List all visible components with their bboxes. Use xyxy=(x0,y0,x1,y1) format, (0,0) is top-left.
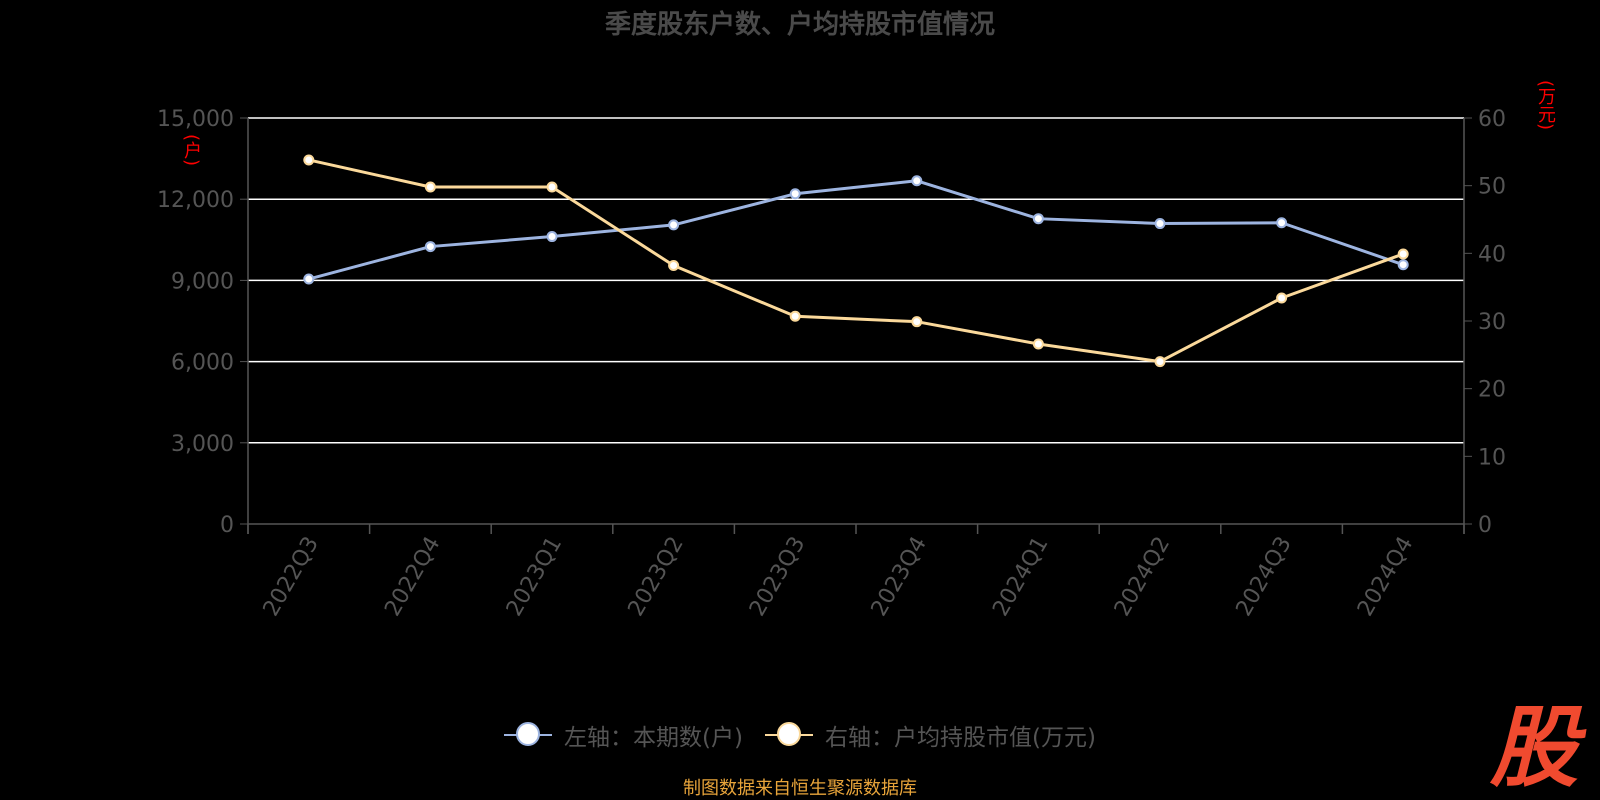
right-axis-tick-label: 20 xyxy=(1478,378,1506,403)
legend-marker-icon xyxy=(765,722,813,748)
chart-legend: 左轴：本期数(户) 右轴：户均持股市值(万元) xyxy=(0,718,1600,752)
left-axis-tick-label: 6,000 xyxy=(171,351,234,376)
brand-logo: 股 xyxy=(1490,696,1579,799)
data-point xyxy=(1154,356,1166,368)
x-axis-tick-label: 2023Q1 xyxy=(502,533,567,621)
data-point xyxy=(303,154,315,166)
x-axis-tick-label: 2023Q4 xyxy=(867,533,932,621)
right-axis-tick-label: 40 xyxy=(1478,242,1506,267)
x-axis-tick-label: 2023Q3 xyxy=(745,533,810,621)
data-point xyxy=(424,181,436,193)
right-axis-unit: (万元) xyxy=(1535,80,1556,131)
x-axis-tick-label: 2024Q2 xyxy=(1110,533,1175,621)
left-axis-tick-label: 3,000 xyxy=(171,432,234,457)
left-axis-tick-label: 15,000 xyxy=(157,107,234,132)
left-axis-unit: (户) xyxy=(181,134,202,167)
x-axis-tick-label: 2022Q4 xyxy=(380,533,445,621)
x-axis-tick-label: 2023Q2 xyxy=(623,533,688,621)
legend-item-series-2[interactable]: 右轴：户均持股市值(万元) xyxy=(765,718,1096,752)
x-axis-tick-label: 2022Q3 xyxy=(259,533,324,621)
legend-label: 左轴：本期数(户) xyxy=(564,725,743,751)
data-point xyxy=(546,181,558,193)
x-axis-tick-label: 2024Q4 xyxy=(1353,533,1418,621)
data-point xyxy=(1276,217,1288,229)
right-axis-tick-label: 60 xyxy=(1478,107,1506,132)
right-axis-tick-label: 30 xyxy=(1478,310,1506,335)
legend-label: 右轴：户均持股市值(万元) xyxy=(825,725,1096,751)
right-axis-tick-label: 0 xyxy=(1478,513,1492,538)
left-axis-tick-label: 0 xyxy=(220,513,234,538)
data-point xyxy=(911,316,923,328)
left-axis-tick-label: 9,000 xyxy=(171,269,234,294)
x-axis-tick-label: 2024Q1 xyxy=(988,533,1053,621)
right-axis-tick-label: 50 xyxy=(1478,175,1506,200)
data-point xyxy=(789,188,801,200)
x-axis-tick-label: 2024Q3 xyxy=(1231,533,1296,621)
data-point xyxy=(1032,213,1044,225)
data-point xyxy=(1032,338,1044,350)
data-point xyxy=(303,273,315,285)
data-point xyxy=(1397,259,1409,271)
data-source-note: 制图数据来自恒生聚源数据库 xyxy=(683,778,917,799)
data-point xyxy=(1154,218,1166,230)
left-axis-tick-label: 12,000 xyxy=(157,188,234,213)
legend-marker-icon xyxy=(504,722,553,748)
right-axis-tick-label: 10 xyxy=(1478,445,1506,470)
data-point xyxy=(668,219,680,231)
chart-title: 季度股东户数、户均持股市值情况 xyxy=(604,10,995,40)
data-point xyxy=(911,175,923,187)
data-point xyxy=(1397,248,1409,260)
data-point xyxy=(546,231,558,243)
data-point xyxy=(668,260,680,272)
series-line xyxy=(308,158,1404,364)
data-point xyxy=(1276,292,1288,304)
data-point xyxy=(424,241,436,253)
series-line xyxy=(308,179,1404,281)
data-point xyxy=(789,310,801,322)
legend-item-series-1[interactable]: 左轴：本期数(户) xyxy=(504,718,743,752)
